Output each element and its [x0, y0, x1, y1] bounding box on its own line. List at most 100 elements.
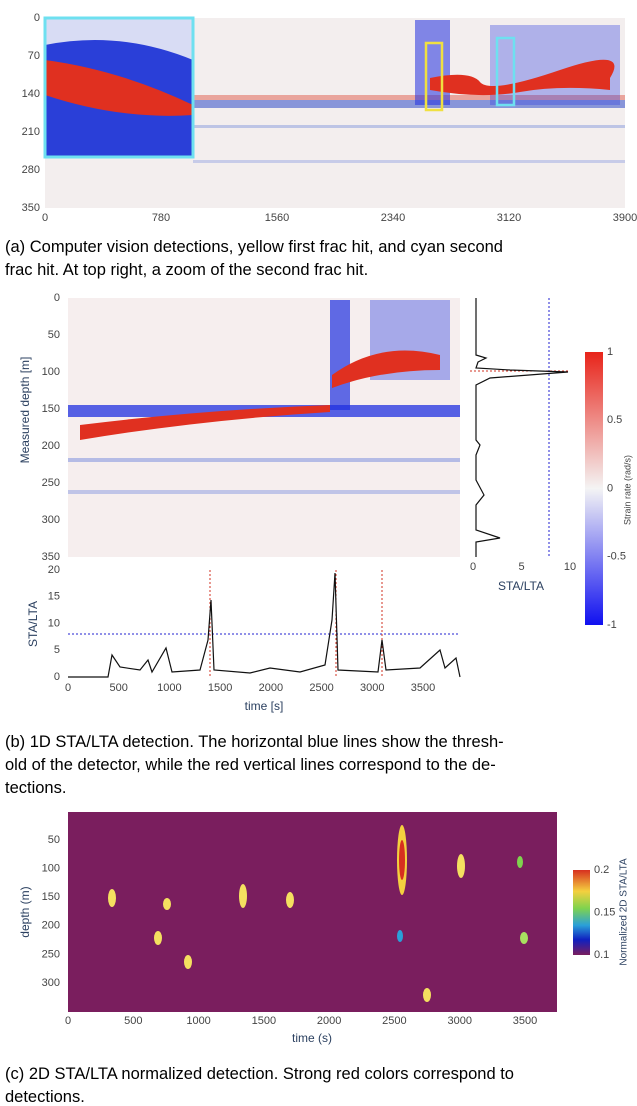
detection-blob: [517, 856, 523, 868]
caption-line: (b) 1D STA/LTA detection. The horizontal…: [5, 733, 504, 751]
caption-line: tections.: [5, 779, 66, 797]
x-tick-label: 2500: [309, 682, 333, 694]
x-tick-label: 0: [42, 212, 48, 224]
detection-blob: [520, 932, 528, 944]
x-tick-label: 1560: [265, 212, 289, 224]
axis-label: depth (m): [18, 886, 32, 937]
y-tick-label: 350: [22, 202, 40, 214]
y-tick-label: 200: [42, 440, 60, 452]
x-tick-label: 10: [564, 561, 576, 573]
side-plot: [470, 298, 570, 557]
band: [80, 405, 330, 440]
x-tick-label: 1500: [252, 1015, 276, 1027]
x-tick-label: 1000: [186, 1015, 210, 1027]
inset-border: [43, 16, 195, 159]
y-tick-label: 70: [28, 50, 40, 62]
detection-blob: [423, 988, 431, 1002]
colorbar-label: Normalized 2D STA/LTA: [619, 858, 630, 966]
x-tick-label: 3120: [497, 212, 521, 224]
x-tick-label: 500: [124, 1015, 142, 1027]
axis-label: time [s]: [245, 699, 284, 713]
colorbar-label: Strain rate (rad/s): [622, 455, 632, 525]
y-tick-label: 300: [42, 514, 60, 526]
x-tick-label: 3500: [513, 1015, 537, 1027]
trace-bg: [68, 570, 460, 677]
detection-blob: [399, 840, 405, 880]
x-tick-label: 5: [518, 561, 524, 573]
detection-blob: [397, 930, 403, 942]
yellow-box: [424, 41, 444, 112]
y-tick-label: -1: [607, 619, 617, 631]
y-tick-label: 50: [48, 834, 60, 846]
caption-line: old of the detector, while the red verti…: [5, 756, 496, 774]
x-tick-label: 0: [470, 561, 476, 573]
x-tick-label: 1500: [208, 682, 232, 694]
x-tick-label: 0: [65, 682, 71, 694]
caption-line: (a) Computer vision detections, yellow f…: [5, 238, 503, 256]
y-tick-label: 280: [22, 164, 40, 176]
trace-plot: [68, 570, 461, 678]
y-tick-label: 250: [42, 477, 60, 489]
y-tick-label: 100: [42, 863, 60, 875]
y-tick-label: -0.5: [607, 551, 626, 563]
detection-blob: [286, 892, 294, 908]
panel-a-heatmap: [43, 16, 625, 208]
axis-label: STA/LTA: [498, 579, 544, 593]
band: [193, 95, 625, 100]
panel-b-heatmap: [68, 298, 460, 557]
panel-c-heatmap: [68, 812, 557, 1012]
band: [193, 160, 625, 163]
caption-line: detections.: [5, 1088, 85, 1106]
axis-label: STA/LTA: [26, 601, 40, 647]
y-tick-label: 0: [54, 671, 60, 683]
axis-label: time (s): [292, 1031, 332, 1045]
y-tick-label: 0.5: [607, 414, 622, 426]
axis-label: Measured depth [m]: [18, 357, 32, 464]
detection-blob: [457, 854, 465, 878]
x-tick-label: 2000: [259, 682, 283, 694]
detection-blob: [154, 931, 162, 945]
y-tick-label: 0.15: [594, 906, 615, 918]
caption-line: frac hit. At top right, a zoom of the se…: [5, 261, 368, 279]
y-tick-label: 0: [34, 12, 40, 24]
x-tick-label: 780: [152, 212, 170, 224]
blob: [330, 300, 350, 410]
y-tick-label: 10: [48, 617, 60, 629]
sta-lta-profile: [475, 298, 569, 557]
x-tick-label: 500: [110, 682, 128, 694]
y-tick-label: 0.2: [594, 864, 609, 876]
y-tick-label: 200: [42, 920, 60, 932]
detection-blob: [184, 955, 192, 969]
y-tick-label: 150: [42, 891, 60, 903]
y-tick-label: 350: [42, 551, 60, 563]
y-tick-label: 50: [48, 329, 60, 341]
caption-line: (c) 2D STA/LTA normalized detection. Str…: [5, 1065, 514, 1083]
y-tick-label: 1: [607, 346, 613, 358]
y-tick-label: 150: [42, 403, 60, 415]
y-tick-label: 210: [22, 126, 40, 138]
x-tick-label: 3000: [447, 1015, 471, 1027]
colorbar: [573, 870, 590, 955]
x-tick-label: 1000: [157, 682, 181, 694]
detection-blob: [239, 884, 247, 908]
band: [193, 125, 625, 128]
x-tick-label: 3900: [613, 212, 637, 224]
y-tick-label: 15: [48, 591, 60, 603]
band: [193, 100, 625, 108]
band: [68, 490, 460, 494]
x-tick-label: 2500: [382, 1015, 406, 1027]
blob: [430, 59, 615, 96]
y-tick-label: 140: [22, 88, 40, 100]
x-tick-label: 2340: [381, 212, 405, 224]
x-tick-label: 3500: [411, 682, 435, 694]
sta-lta-trace: [68, 572, 461, 678]
y-tick-label: 100: [42, 366, 60, 378]
y-tick-label: 0: [607, 482, 613, 494]
band: [68, 458, 460, 462]
y-tick-label: 0: [54, 292, 60, 304]
y-tick-label: 20: [48, 564, 60, 576]
x-tick-label: 3000: [360, 682, 384, 694]
cyan-box: [495, 36, 516, 107]
